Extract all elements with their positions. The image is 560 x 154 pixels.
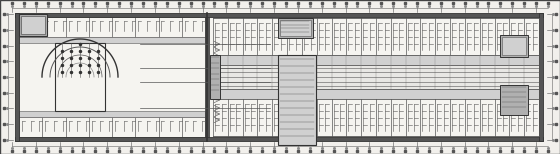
Bar: [15, 13, 543, 17]
Bar: [112, 117, 136, 137]
Bar: [205, 17, 209, 137]
Bar: [136, 117, 158, 137]
Bar: [213, 55, 539, 65]
Bar: [55, 43, 105, 111]
Bar: [182, 117, 205, 137]
Bar: [539, 13, 543, 141]
Bar: [213, 65, 539, 89]
Bar: [19, 117, 42, 137]
Bar: [210, 55, 220, 99]
Bar: [88, 117, 112, 137]
Bar: [15, 137, 543, 141]
Bar: [66, 17, 88, 37]
Bar: [19, 14, 47, 36]
Bar: [136, 17, 158, 37]
Bar: [19, 111, 205, 117]
Bar: [66, 117, 88, 137]
Bar: [502, 37, 526, 55]
Bar: [158, 117, 182, 137]
Bar: [19, 37, 205, 43]
Bar: [112, 17, 136, 37]
Bar: [88, 17, 112, 37]
Bar: [21, 16, 45, 34]
Bar: [500, 85, 528, 115]
Bar: [213, 89, 539, 99]
Bar: [15, 13, 19, 141]
Bar: [182, 17, 205, 37]
Bar: [278, 55, 316, 145]
Bar: [19, 17, 539, 137]
Bar: [280, 20, 311, 36]
Bar: [19, 43, 205, 111]
Bar: [42, 17, 66, 37]
Bar: [158, 17, 182, 37]
Bar: [278, 18, 313, 38]
Bar: [42, 117, 66, 137]
Bar: [500, 35, 528, 57]
Bar: [19, 17, 42, 37]
